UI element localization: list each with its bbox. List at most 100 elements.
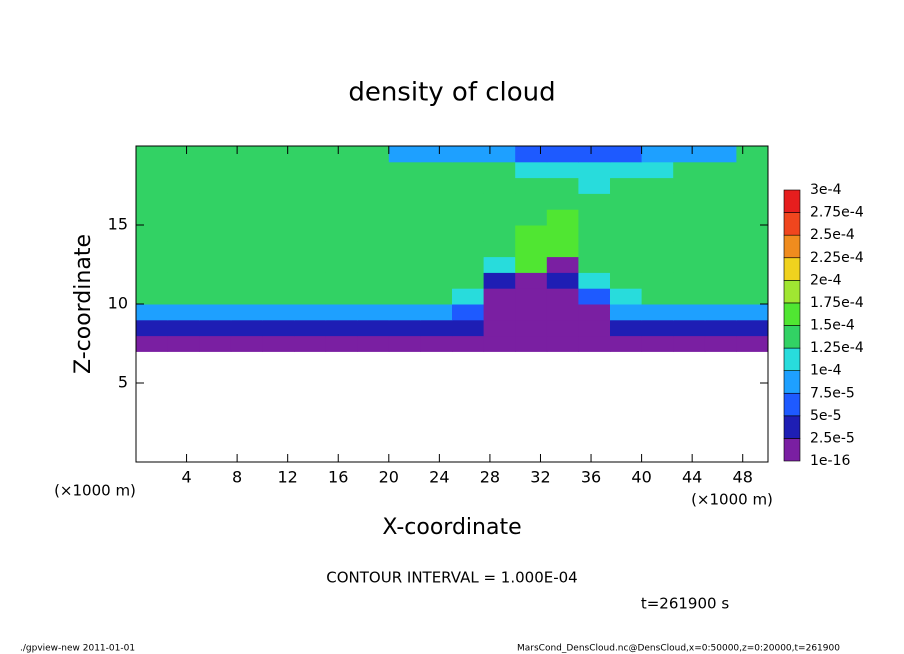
colorbar-swatch <box>783 438 801 462</box>
heat-cell <box>262 319 295 337</box>
heat-cell <box>641 225 674 242</box>
heat-cell <box>325 319 358 337</box>
heat-cell <box>546 240 579 258</box>
heat-cell <box>294 209 327 226</box>
heat-cell <box>388 193 421 210</box>
colorbar-swatch <box>783 280 801 304</box>
heat-cell <box>452 209 485 226</box>
heat-cell <box>420 256 453 273</box>
heat-cell <box>736 272 769 289</box>
heat-cell <box>136 288 169 305</box>
x-tick-label: 20 <box>379 468 399 487</box>
heat-cell <box>515 209 548 226</box>
colorbar-label: 5e-5 <box>810 408 841 424</box>
heat-cell <box>325 225 358 242</box>
heat-cell <box>420 335 453 352</box>
heat-cell <box>230 256 263 273</box>
heat-cell <box>325 146 358 163</box>
heat-cell <box>199 304 232 321</box>
heat-cell <box>388 256 421 273</box>
heat-cell <box>578 146 611 163</box>
heat-cell <box>199 288 232 305</box>
x-tick-label: 48 <box>733 468 753 487</box>
heat-cell <box>199 177 232 194</box>
heat-cell <box>262 209 295 226</box>
heat-cell <box>452 288 485 305</box>
heat-cell <box>704 209 737 226</box>
colorbar-swatch <box>783 302 801 326</box>
heat-cell <box>357 335 390 352</box>
heat-cell <box>262 335 295 352</box>
heat-cell <box>610 319 643 337</box>
heat-cell <box>262 240 295 258</box>
heat-cell <box>136 272 169 289</box>
contour-note: CONTOUR INTERVAL = 1.000E-04 <box>326 569 577 587</box>
y-axis-label: Z-coordinate <box>71 234 96 374</box>
heat-cell <box>199 240 232 258</box>
heat-cell <box>294 256 327 273</box>
x-tick-label: 24 <box>429 468 449 487</box>
heat-cell <box>641 304 674 321</box>
heat-cell <box>325 177 358 194</box>
heat-cell <box>578 209 611 226</box>
heat-cell <box>294 288 327 305</box>
heat-cell <box>515 225 548 242</box>
heat-cell <box>325 272 358 289</box>
heat-cell <box>546 256 579 273</box>
heat-cell <box>515 319 548 337</box>
heat-cell <box>483 256 516 273</box>
heat-cell <box>673 209 706 226</box>
heat-cell <box>136 319 169 337</box>
colorbar-label: 2.75e-4 <box>810 205 864 221</box>
heat-cell <box>546 335 579 352</box>
heat-cell <box>673 256 706 273</box>
heat-cell <box>199 335 232 352</box>
heat-cell <box>357 319 390 337</box>
colorbar-label: 2e-4 <box>810 272 842 288</box>
heat-cell <box>610 146 643 163</box>
heat-cell <box>578 193 611 210</box>
heat-cell <box>262 304 295 321</box>
heat-cell <box>325 161 358 179</box>
heat-cell <box>483 240 516 258</box>
heat-cell <box>610 193 643 210</box>
heat-cell <box>199 272 232 289</box>
colorbar-swatch <box>783 370 801 394</box>
heat-cell <box>483 288 516 305</box>
heat-cell <box>546 161 579 179</box>
heat-cell <box>388 304 421 321</box>
x-unit-label: (×1000 m) <box>691 491 773 509</box>
heat-cell <box>704 335 737 352</box>
heat-cell <box>546 177 579 194</box>
heat-cell <box>325 288 358 305</box>
heat-cell <box>610 209 643 226</box>
heat-cell <box>167 272 200 289</box>
heat-cell <box>357 177 390 194</box>
colorbar-swatch <box>783 392 801 417</box>
heat-cell <box>483 304 516 321</box>
heat-cell <box>546 225 579 242</box>
heat-cell <box>610 288 643 305</box>
heat-cell <box>610 304 643 321</box>
heat-cell <box>736 240 769 258</box>
heat-cell <box>167 193 200 210</box>
y-tick-label: 10 <box>108 294 128 313</box>
heat-cell <box>704 177 737 194</box>
heat-cell <box>199 146 232 163</box>
heat-cell <box>357 256 390 273</box>
heat-cell <box>546 288 579 305</box>
heat-cell <box>230 209 263 226</box>
heat-cell <box>578 177 611 194</box>
heat-cell <box>388 288 421 305</box>
heat-cell <box>420 209 453 226</box>
heat-cell <box>578 256 611 273</box>
heat-cell <box>452 177 485 194</box>
heat-cell <box>325 193 358 210</box>
colorbar-swatch <box>783 257 801 281</box>
heat-cell <box>673 177 706 194</box>
heat-cell <box>167 319 200 337</box>
heat-cell <box>199 225 232 242</box>
heat-cell <box>357 209 390 226</box>
heat-cell <box>483 177 516 194</box>
